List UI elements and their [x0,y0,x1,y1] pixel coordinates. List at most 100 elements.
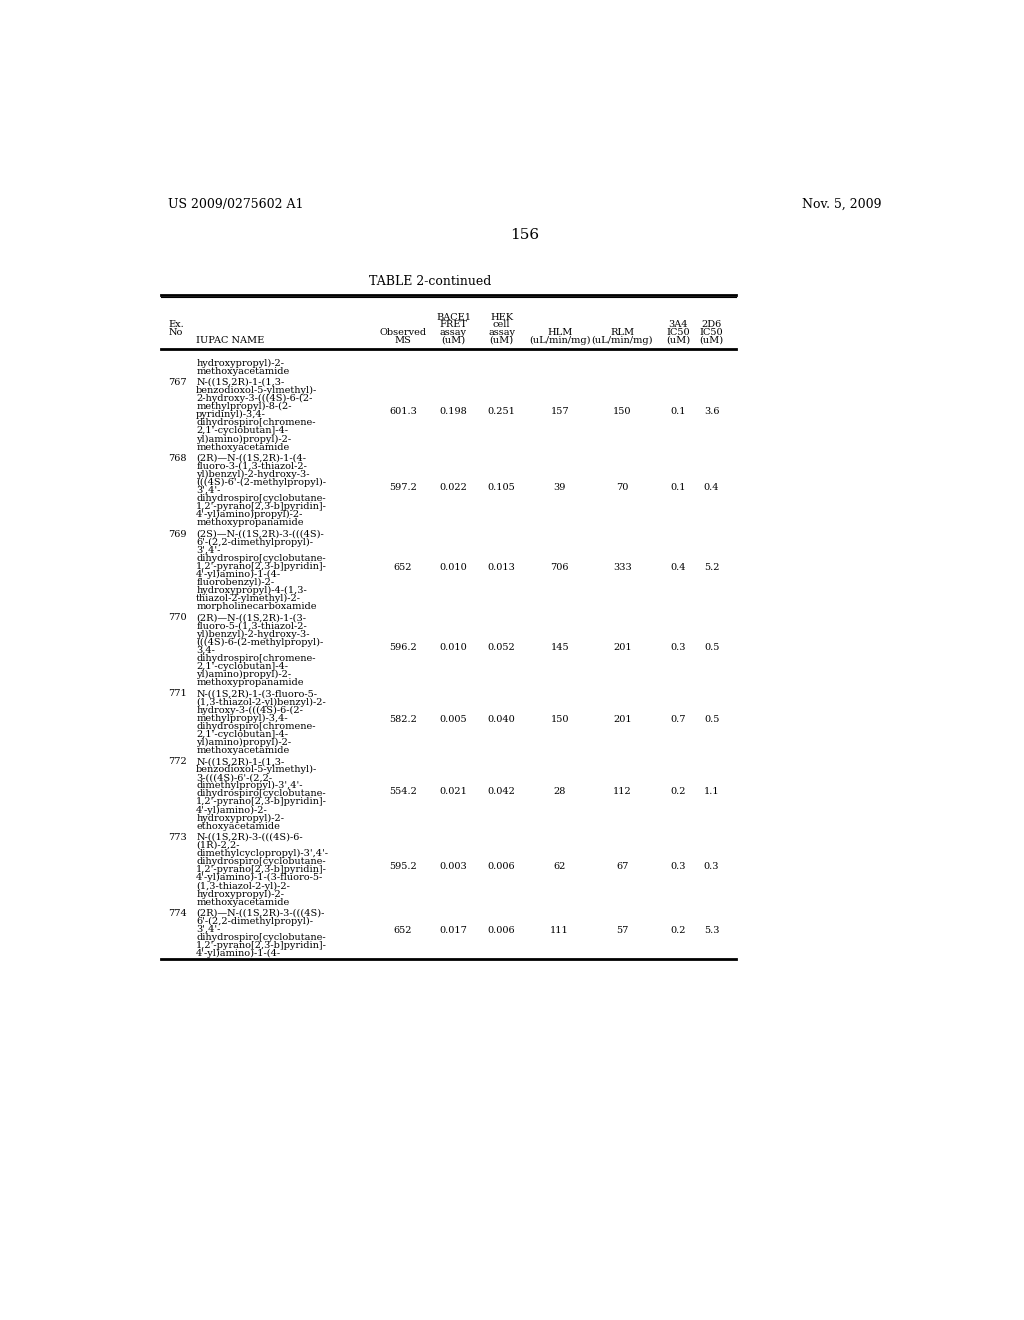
Text: (((4S)-6-(2-methylpropyl)-: (((4S)-6-(2-methylpropyl)- [197,638,324,647]
Text: 0.7: 0.7 [671,714,686,723]
Text: hydroxypropyl)-4-(1,3-: hydroxypropyl)-4-(1,3- [197,586,307,595]
Text: 0.003: 0.003 [439,862,467,871]
Text: dimethylpropyl)-3',4'-: dimethylpropyl)-3',4'- [197,781,303,791]
Text: N-((1S,2R)-1-(1,3-: N-((1S,2R)-1-(1,3- [197,758,285,766]
Text: 111: 111 [550,927,569,935]
Text: assay: assay [488,329,515,337]
Text: 157: 157 [550,408,569,416]
Text: (1,3-thiazol-2-yl)-2-: (1,3-thiazol-2-yl)-2- [197,882,290,891]
Text: 57: 57 [616,927,629,935]
Text: yl)benzyl)-2-hydroxy-3-: yl)benzyl)-2-hydroxy-3- [197,630,309,639]
Text: 28: 28 [554,787,566,796]
Text: 4'-yl)amino)-1-(3-fluoro-5-: 4'-yl)amino)-1-(3-fluoro-5- [197,874,324,883]
Text: 0.2: 0.2 [671,787,686,796]
Text: 3',4'-: 3',4'- [197,925,220,935]
Text: dimethylcyclopropyl)-3',4'-: dimethylcyclopropyl)-3',4'- [197,849,329,858]
Text: (2R)—N-((1S,2R)-1-(3-: (2R)—N-((1S,2R)-1-(3- [197,614,306,623]
Text: thiazol-2-ylmethyl)-2-: thiazol-2-ylmethyl)-2- [197,594,301,603]
Text: 0.022: 0.022 [439,483,467,492]
Text: 2,1'-cyclobutan]-4-: 2,1'-cyclobutan]-4- [197,730,288,739]
Text: N-((1S,2R)-3-(((4S)-6-: N-((1S,2R)-3-(((4S)-6- [197,833,303,842]
Text: 2D6: 2D6 [701,321,722,330]
Text: 0.1: 0.1 [671,408,686,416]
Text: fluoro-5-(1,3-thiazol-2-: fluoro-5-(1,3-thiazol-2- [197,622,307,631]
Text: 769: 769 [168,529,186,539]
Text: N-((1S,2R)-1-(1,3-: N-((1S,2R)-1-(1,3- [197,378,285,387]
Text: fluorobenzyl)-2-: fluorobenzyl)-2- [197,578,274,587]
Text: 3',4'-: 3',4'- [197,486,220,495]
Text: (uL/min/mg): (uL/min/mg) [592,335,653,345]
Text: 597.2: 597.2 [389,483,417,492]
Text: 1,2'-pyrano[2,3-b]pyridin]-: 1,2'-pyrano[2,3-b]pyridin]- [197,502,327,511]
Text: methoxyacetamide: methoxyacetamide [197,898,290,907]
Text: 201: 201 [613,643,632,652]
Text: dihydrospiro[cyclobutane-: dihydrospiro[cyclobutane- [197,857,326,866]
Text: methoxyacetamide: methoxyacetamide [197,442,290,451]
Text: (uM): (uM) [699,335,724,345]
Text: assay: assay [440,329,467,337]
Text: dihydrospiro[cyclobutane-: dihydrospiro[cyclobutane- [197,789,326,799]
Text: 0.4: 0.4 [703,483,719,492]
Text: 3',4'-: 3',4'- [197,545,220,554]
Text: yl)amino)propyl)-2-: yl)amino)propyl)-2- [197,738,291,747]
Text: (((4S)-6'-(2-methylpropyl)-: (((4S)-6'-(2-methylpropyl)- [197,478,327,487]
Text: methylpropyl)-8-(2-: methylpropyl)-8-(2- [197,403,292,412]
Text: 3A4: 3A4 [669,321,688,330]
Text: 0.013: 0.013 [487,564,515,572]
Text: dihydrospiro[chromene-: dihydrospiro[chromene- [197,418,315,428]
Text: MS: MS [394,335,412,345]
Text: 4'-yl)amino)-1-(4-: 4'-yl)amino)-1-(4- [197,949,282,958]
Text: 1,2'-pyrano[2,3-b]pyridin]-: 1,2'-pyrano[2,3-b]pyridin]- [197,562,327,570]
Text: 6'-(2,2-dimethylpropyl)-: 6'-(2,2-dimethylpropyl)- [197,537,313,546]
Text: 6'-(2,2-dimethylpropyl)-: 6'-(2,2-dimethylpropyl)- [197,917,313,925]
Text: fluoro-3-(1,3-thiazol-2-: fluoro-3-(1,3-thiazol-2- [197,462,307,471]
Text: 112: 112 [613,787,632,796]
Text: 1,2'-pyrano[2,3-b]pyridin]-: 1,2'-pyrano[2,3-b]pyridin]- [197,797,327,807]
Text: 770: 770 [168,614,187,623]
Text: 70: 70 [616,483,629,492]
Text: benzodioxol-5-ylmethyl)-: benzodioxol-5-ylmethyl)- [197,766,317,775]
Text: yl)amino)propyl)-2-: yl)amino)propyl)-2- [197,434,291,444]
Text: 1.1: 1.1 [703,787,720,796]
Text: 62: 62 [554,862,566,871]
Text: 150: 150 [551,714,569,723]
Text: 0.3: 0.3 [671,862,686,871]
Text: methoxypropanamide: methoxypropanamide [197,678,304,688]
Text: dihydrospiro[cyclobutane-: dihydrospiro[cyclobutane- [197,933,326,942]
Text: IUPAC NAME: IUPAC NAME [197,335,264,345]
Text: 145: 145 [550,643,569,652]
Text: 1,2'-pyrano[2,3-b]pyridin]-: 1,2'-pyrano[2,3-b]pyridin]- [197,866,327,874]
Text: 0.017: 0.017 [439,927,467,935]
Text: dihydrospiro[chromene-: dihydrospiro[chromene- [197,722,315,731]
Text: (uM): (uM) [489,335,514,345]
Text: 156: 156 [510,228,540,243]
Text: 652: 652 [394,564,413,572]
Text: Observed: Observed [380,329,427,337]
Text: TABLE 2-continued: TABLE 2-continued [369,275,492,288]
Text: BACE1: BACE1 [436,313,471,322]
Text: IC50: IC50 [667,329,690,337]
Text: 67: 67 [616,862,629,871]
Text: 201: 201 [613,714,632,723]
Text: 4'-yl)amino)-2-: 4'-yl)amino)-2- [197,805,268,814]
Text: 0.198: 0.198 [439,408,467,416]
Text: benzodioxol-5-ylmethyl)-: benzodioxol-5-ylmethyl)- [197,385,317,395]
Text: 0.005: 0.005 [439,714,467,723]
Text: 554.2: 554.2 [389,787,417,796]
Text: 3,4-: 3,4- [197,645,215,655]
Text: HEK: HEK [490,313,513,322]
Text: ethoxyacetamide: ethoxyacetamide [197,822,281,830]
Text: FRET: FRET [439,321,468,330]
Text: N-((1S,2R)-1-(3-fluoro-5-: N-((1S,2R)-1-(3-fluoro-5- [197,689,317,698]
Text: dihydrospiro[chromene-: dihydrospiro[chromene- [197,653,315,663]
Text: (2S)—N-((1S,2R)-3-(((4S)-: (2S)—N-((1S,2R)-3-(((4S)- [197,529,324,539]
Text: methoxyacetamide: methoxyacetamide [197,746,290,755]
Text: morpholinecarboxamide: morpholinecarboxamide [197,602,316,611]
Text: 4'-yl)amino)propyl)-2-: 4'-yl)amino)propyl)-2- [197,511,303,519]
Text: 1,2'-pyrano[2,3-b]pyridin]-: 1,2'-pyrano[2,3-b]pyridin]- [197,941,327,950]
Text: 2-hydroxy-3-(((4S)-6-(2-: 2-hydroxy-3-(((4S)-6-(2- [197,395,312,403]
Text: 0.251: 0.251 [487,408,515,416]
Text: 0.5: 0.5 [703,714,719,723]
Text: methoxyacetamide: methoxyacetamide [197,367,290,376]
Text: (uM): (uM) [441,335,466,345]
